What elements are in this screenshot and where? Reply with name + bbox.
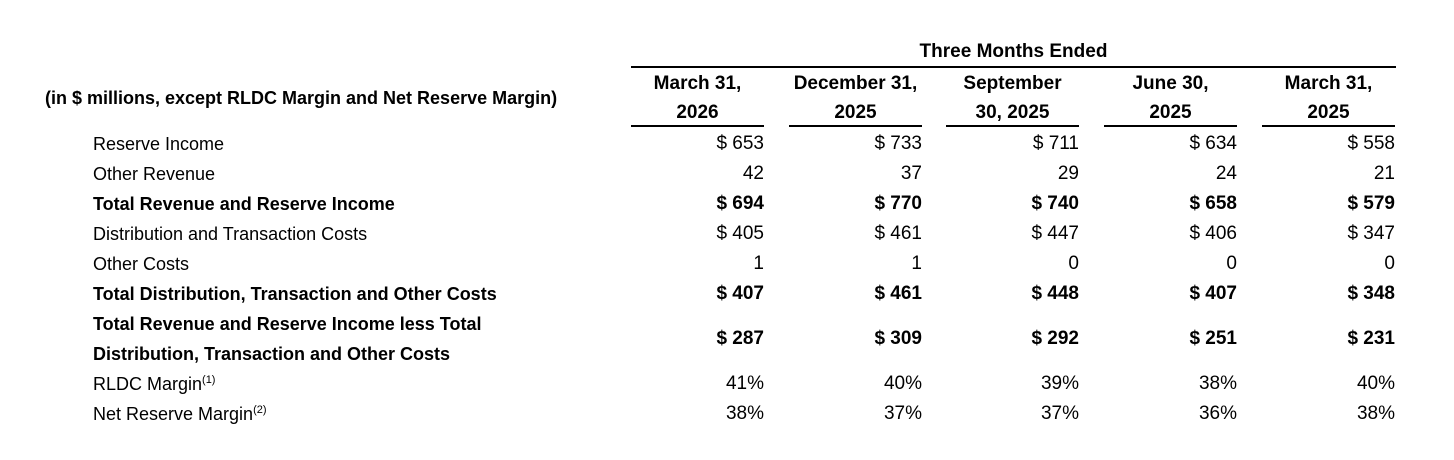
- table-cell: 38%: [1198, 373, 1237, 394]
- table-cell: $ 770: [874, 193, 922, 214]
- table-cell: 0: [1384, 253, 1395, 274]
- table-cell: 41%: [725, 373, 764, 394]
- table-cell: $ 694: [716, 193, 764, 214]
- table-cell: $ 558: [1347, 133, 1395, 154]
- table-cell: 40%: [883, 373, 922, 394]
- table-cell: 1: [911, 253, 922, 274]
- column-header-line: March 31,: [1284, 73, 1373, 94]
- table-cell: $ 653: [716, 133, 764, 154]
- table-cell: $ 348: [1347, 283, 1395, 304]
- row-label-other-revenue: Other Revenue: [93, 164, 216, 184]
- column-header-mar-2025: March 31, 2025: [1262, 69, 1395, 127]
- row-label-other-costs: Other Costs: [93, 254, 190, 274]
- row-label-total-costs: Total Distribution, Transaction and Othe…: [93, 284, 497, 304]
- table-cell: $ 448: [1031, 283, 1079, 304]
- table-cell: 0: [1068, 253, 1079, 274]
- column-header-line: 2025: [1149, 102, 1192, 123]
- row-label-line: Distribution, Transaction and Other Cost…: [93, 344, 451, 364]
- column-header-line: 2026: [676, 102, 719, 123]
- table-cell: 24: [1215, 163, 1237, 184]
- row-label-text: Net Reserve Margin: [93, 404, 254, 424]
- table-cell: $ 658: [1189, 193, 1237, 214]
- row-label-line: Total Revenue and Reserve Income less To…: [93, 314, 482, 334]
- footnote-marker: (2): [253, 404, 267, 416]
- column-header-mar-2026: March 31, 2026: [631, 69, 764, 127]
- column-header-line: December 31,: [793, 73, 918, 94]
- row-label-rldc-margin: RLDC Margin(1): [93, 369, 215, 399]
- table-cell: 37: [900, 163, 922, 184]
- table-cell: $ 461: [874, 283, 922, 304]
- table-cell: 21: [1373, 163, 1395, 184]
- group-header: Three Months Ended: [631, 38, 1396, 68]
- row-label-reserve-income: Reserve Income: [93, 134, 225, 154]
- table-cell: 0: [1226, 253, 1237, 274]
- footnote-marker: (1): [202, 374, 216, 386]
- column-header-line: 2025: [1307, 102, 1350, 123]
- table-cell: 39%: [1040, 373, 1079, 394]
- table-cell: $ 347: [1347, 223, 1395, 244]
- column-header-line: 30, 2025: [975, 102, 1050, 123]
- row-label-text: RLDC Margin: [93, 374, 203, 394]
- table-cell: $ 461: [874, 223, 922, 244]
- column-header-jun-2025: June 30, 2025: [1104, 69, 1237, 127]
- row-label-net-reserve-margin: Net Reserve Margin(2): [93, 399, 267, 429]
- column-header-line: June 30,: [1132, 73, 1209, 94]
- table-cell: $ 447: [1031, 223, 1079, 244]
- table-cell: $ 733: [874, 133, 922, 154]
- table-cell: $ 405: [716, 223, 764, 244]
- table-cell: $ 579: [1347, 193, 1395, 214]
- units-label: (in $ millions, except RLDC Margin and N…: [45, 88, 558, 108]
- column-header-dec-2025: December 31, 2025: [789, 69, 922, 127]
- row-label-total-revenue: Total Revenue and Reserve Income: [93, 194, 395, 214]
- table-cell: $ 309: [874, 328, 922, 349]
- table-cell: $ 231: [1347, 328, 1395, 349]
- table-cell: 37%: [883, 403, 922, 424]
- table-cell: $ 292: [1031, 328, 1079, 349]
- table-cell: $ 711: [1032, 133, 1079, 154]
- column-header-line: March 31,: [653, 73, 742, 94]
- table-cell: 42: [742, 163, 764, 184]
- table-cell: $ 251: [1189, 328, 1237, 349]
- table-cell: 29: [1057, 163, 1079, 184]
- table-cell: $ 634: [1189, 133, 1237, 154]
- table-cell: $ 740: [1031, 193, 1079, 214]
- column-header-sep-2025: September 30, 2025: [946, 69, 1079, 127]
- row-label-distribution-costs: Distribution and Transaction Costs: [93, 224, 368, 244]
- table-cell: 38%: [1356, 403, 1395, 424]
- row-label-net-revenue: Total Revenue and Reserve Income less To…: [93, 309, 481, 369]
- table-cell: $ 407: [1189, 283, 1237, 304]
- table-cell: $ 287: [716, 328, 764, 349]
- column-header-line: September: [963, 73, 1062, 94]
- column-header-line: 2025: [834, 102, 877, 123]
- table-cell: $ 407: [716, 283, 764, 304]
- table-cell: 36%: [1198, 403, 1237, 424]
- table-cell: 37%: [1040, 403, 1079, 424]
- table-cell: $ 406: [1189, 223, 1237, 244]
- table-cell: 38%: [725, 403, 764, 424]
- table-cell: 40%: [1356, 373, 1395, 394]
- table-cell: 1: [753, 253, 764, 274]
